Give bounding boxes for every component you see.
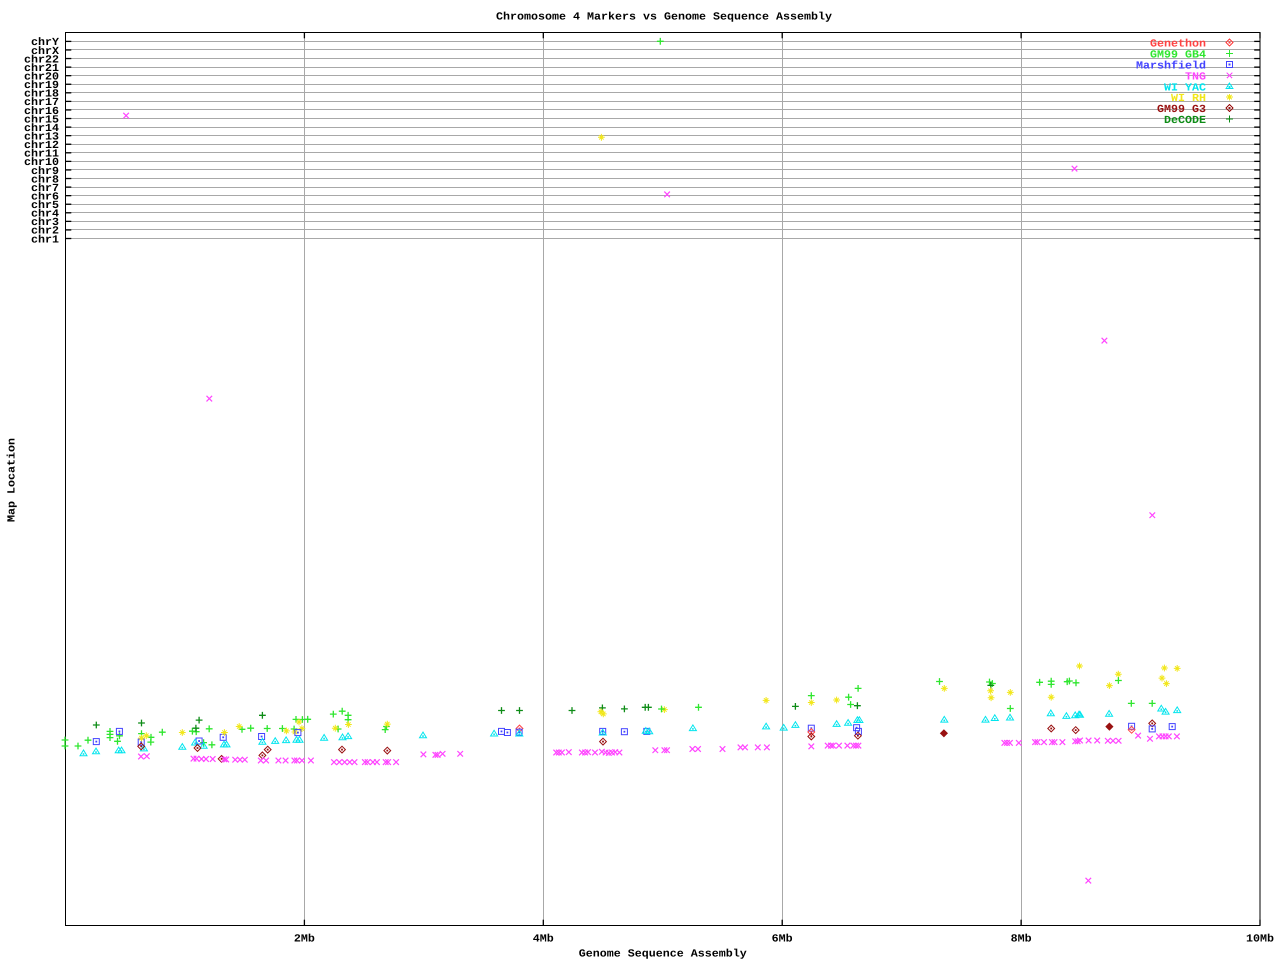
svg-text:TNG: TNG bbox=[1185, 71, 1206, 83]
svg-text:chr14: chr14 bbox=[24, 123, 59, 135]
svg-text:Marshfield: Marshfield bbox=[1136, 59, 1206, 72]
svg-text:chr10: chr10 bbox=[24, 157, 59, 169]
svg-text:chr18: chr18 bbox=[24, 89, 59, 101]
svg-text:GM99 G3: GM99 G3 bbox=[1157, 104, 1206, 116]
svg-text:chr20: chr20 bbox=[24, 72, 59, 84]
svg-text:chr4: chr4 bbox=[31, 209, 59, 221]
svg-text:chr5: chr5 bbox=[31, 200, 59, 212]
svg-text:chr1: chr1 bbox=[31, 234, 59, 246]
svg-text:chr12: chr12 bbox=[24, 140, 59, 152]
svg-text:chrY: chrY bbox=[31, 37, 59, 49]
svg-text:2Mb: 2Mb bbox=[294, 934, 315, 946]
svg-text:chr17: chr17 bbox=[24, 97, 59, 109]
svg-text:chr13: chr13 bbox=[24, 132, 59, 144]
svg-text:chr21: chr21 bbox=[24, 63, 59, 75]
svg-text:WI RH: WI RH bbox=[1171, 93, 1206, 105]
svg-text:chr6: chr6 bbox=[31, 192, 59, 204]
svg-text:4Mb: 4Mb bbox=[533, 934, 554, 946]
svg-text:chr19: chr19 bbox=[24, 80, 59, 92]
svg-text:chr2: chr2 bbox=[31, 226, 59, 238]
svg-text:chrX: chrX bbox=[31, 46, 59, 58]
svg-text:chr7: chr7 bbox=[31, 183, 59, 195]
svg-text:8Mb: 8Mb bbox=[1011, 934, 1032, 946]
svg-text:chr11: chr11 bbox=[24, 149, 59, 161]
svg-text:6Mb: 6Mb bbox=[772, 934, 793, 946]
svg-text:chr9: chr9 bbox=[31, 166, 59, 178]
svg-text:Genethon: Genethon bbox=[1150, 39, 1206, 51]
svg-text:chr22: chr22 bbox=[24, 54, 59, 66]
svg-text:Chromosome 4 Markers vs Genome: Chromosome 4 Markers vs Genome Sequence … bbox=[496, 12, 832, 24]
svg-text:chr3: chr3 bbox=[31, 217, 59, 229]
svg-text:chr16: chr16 bbox=[24, 106, 59, 118]
svg-text:Map Location: Map Location bbox=[7, 438, 19, 522]
svg-text:Genome Sequence Assembly: Genome Sequence Assembly bbox=[579, 949, 747, 960]
svg-text:chr8: chr8 bbox=[31, 174, 59, 186]
svg-text:GM99 GB4: GM99 GB4 bbox=[1150, 50, 1206, 62]
svg-text:10Mb: 10Mb bbox=[1246, 934, 1274, 946]
svg-text:DeCODE: DeCODE bbox=[1164, 115, 1206, 127]
svg-text:chr15: chr15 bbox=[24, 114, 59, 126]
svg-text:WI YAC: WI YAC bbox=[1164, 82, 1206, 94]
